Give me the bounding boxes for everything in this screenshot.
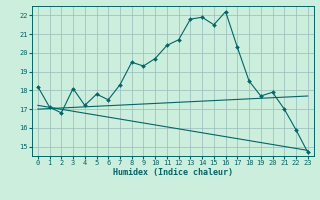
X-axis label: Humidex (Indice chaleur): Humidex (Indice chaleur) — [113, 168, 233, 177]
